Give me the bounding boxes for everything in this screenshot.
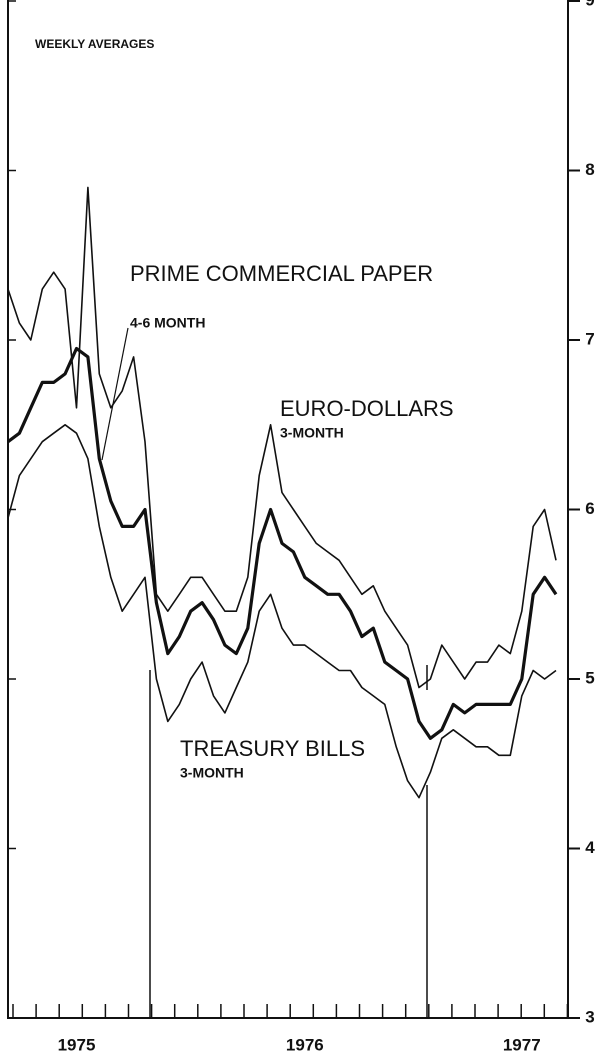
- leader-line: [101, 327, 129, 461]
- series-line: [7, 186, 557, 689]
- series-sublabel: 3-MONTH: [280, 425, 344, 441]
- series-sublabel: 4-6 MONTH: [130, 315, 205, 331]
- chart-title: WEEKLY AVERAGES: [35, 37, 154, 51]
- series-line: [7, 346, 558, 740]
- series-line: [7, 424, 557, 799]
- series-label: TREASURY BILLS: [180, 736, 365, 761]
- x-tick-label: 1975: [58, 1035, 96, 1054]
- y-tick-label: 8: [585, 160, 594, 179]
- series-sublabel: 3-MONTH: [180, 765, 244, 781]
- series-label: PRIME COMMERCIAL PAPER: [130, 261, 433, 286]
- y-tick-label: 7: [585, 329, 594, 348]
- y-tick-label: 3: [585, 1007, 594, 1026]
- y-tick-label: 9: [585, 0, 594, 9]
- y-tick-label: 6: [585, 499, 594, 518]
- x-tick-label: 1977: [503, 1035, 541, 1054]
- series-label: EURO-DOLLARS: [280, 396, 454, 421]
- y-tick-label: 5: [585, 668, 594, 687]
- x-tick-label: 1976: [286, 1035, 324, 1054]
- y-tick-label: 4: [585, 838, 595, 857]
